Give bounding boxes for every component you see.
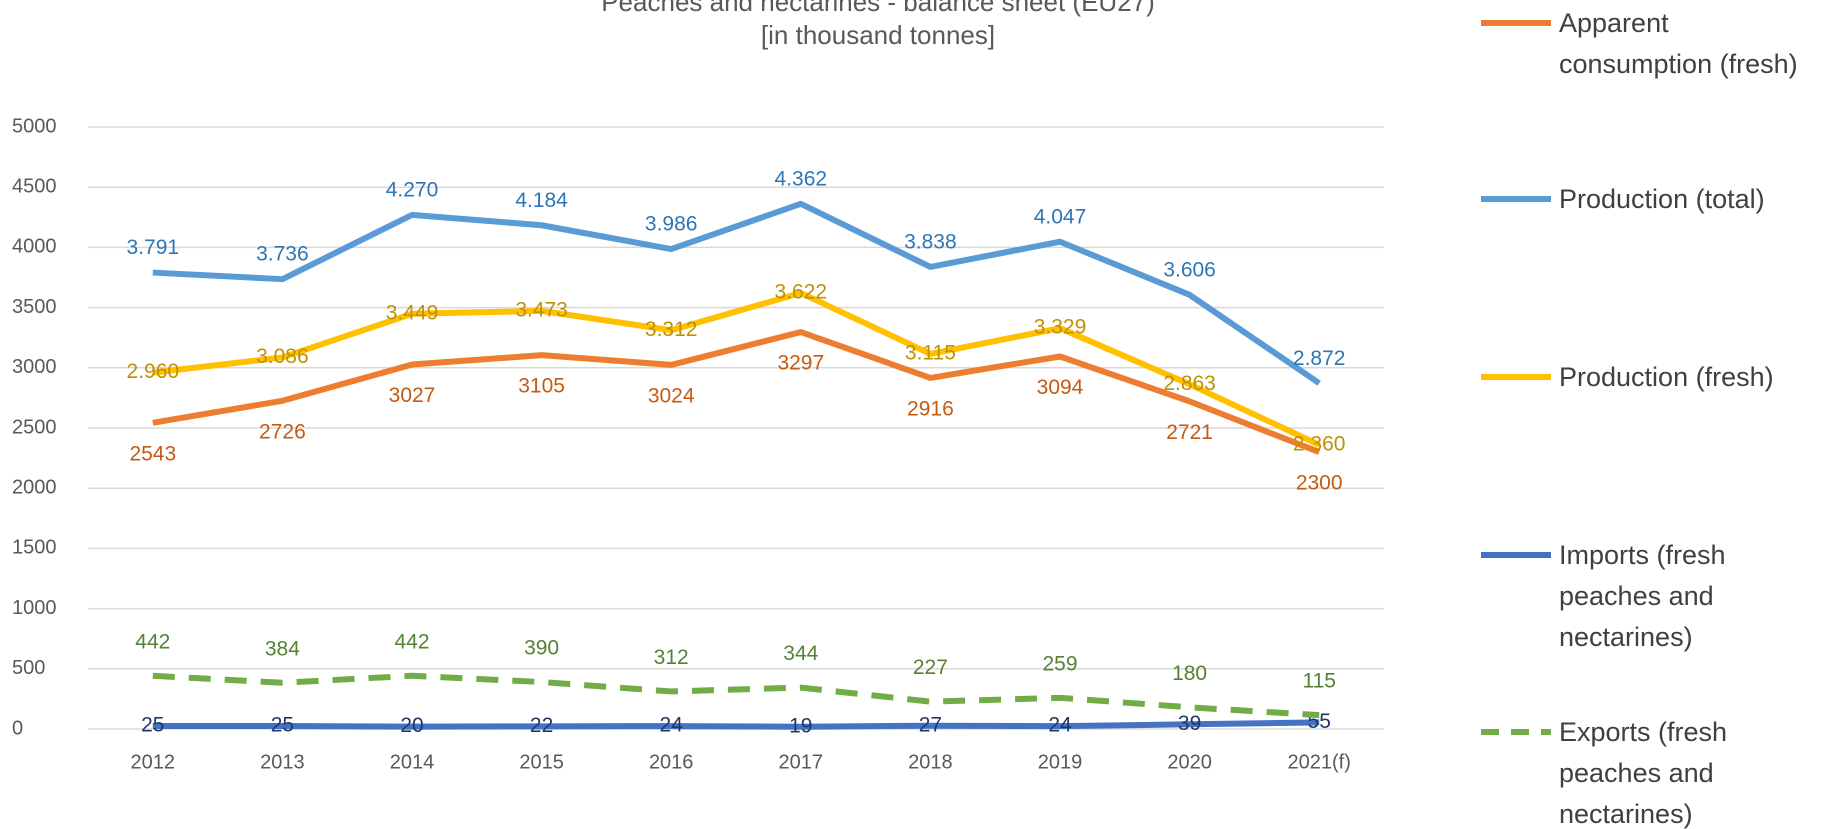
data-label: 24: [660, 714, 684, 737]
data-label: 4.184: [515, 189, 568, 212]
y-tick-label: 1500: [12, 537, 57, 559]
data-label: 3.622: [775, 280, 828, 303]
y-tick-label: 2000: [12, 476, 57, 498]
data-label: 3.791: [127, 236, 180, 259]
data-label: 115: [1302, 670, 1335, 693]
data-label: 4.047: [1034, 205, 1087, 228]
data-label: 312: [654, 646, 689, 669]
chart-subtitle: [in thousand tonnes]: [761, 20, 995, 50]
y-tick-label: 2500: [12, 416, 57, 438]
data-label: 22: [530, 714, 553, 737]
data-label: 3.736: [256, 243, 309, 266]
data-label: 3105: [518, 375, 565, 398]
y-tick-label: 1000: [12, 597, 57, 619]
legend-label: Production (total): [1559, 184, 1765, 214]
x-tick-label: 2017: [779, 751, 824, 773]
y-tick-label: 500: [12, 657, 45, 679]
y-tick-label: 4000: [12, 236, 57, 258]
legend-label: Apparent consumption (fresh): [1559, 8, 1798, 79]
x-tick-label: 2014: [390, 751, 435, 773]
data-label: 39: [1178, 712, 1201, 735]
y-tick-label: 3500: [12, 296, 57, 318]
data-label: 259: [1042, 652, 1077, 675]
x-tick-label: 2013: [260, 751, 305, 773]
y-tick-label: 5000: [12, 115, 57, 137]
data-label: 24: [1048, 714, 1072, 737]
data-label: 25: [271, 714, 294, 737]
data-label: 3297: [777, 352, 824, 375]
data-label: 3094: [1037, 376, 1084, 399]
y-tick-label: 3000: [12, 356, 57, 378]
data-label: 3.086: [256, 345, 309, 368]
series-line: [152, 672, 1320, 719]
data-label: 227: [913, 656, 948, 679]
data-label: 3027: [389, 384, 436, 407]
series-line: [152, 289, 1321, 448]
data-label: 2543: [129, 442, 176, 465]
data-label: 3.329: [1034, 316, 1087, 339]
data-label: 3.986: [645, 213, 698, 236]
legend-label: Imports (fresh peaches and nectarines): [1559, 540, 1726, 652]
data-label: 20: [400, 714, 423, 737]
data-label: 2.360: [1293, 432, 1346, 455]
legend-label: Exports (fresh peaches and nectarines): [1559, 717, 1728, 829]
data-label: 3.838: [904, 230, 957, 253]
data-label: 4.362: [775, 167, 828, 190]
data-label: 180: [1172, 662, 1207, 685]
x-tick-label: 2016: [649, 751, 694, 773]
data-label: 4.270: [386, 178, 439, 201]
data-label: 3.312: [645, 318, 698, 341]
x-tick-label: 2019: [1038, 751, 1083, 773]
data-label: 2721: [1166, 421, 1213, 444]
y-tick-label: 4500: [12, 175, 57, 197]
legend-label: Production (fresh): [1559, 362, 1774, 392]
data-label: 2.872: [1293, 347, 1346, 370]
series-line: [152, 200, 1321, 386]
x-tick-label: 2020: [1167, 751, 1212, 773]
data-label: 3024: [648, 384, 695, 407]
data-label: 25: [141, 714, 164, 737]
y-tick-label: 0: [12, 717, 23, 739]
data-label: 2726: [259, 420, 306, 443]
data-label: 2300: [1296, 472, 1343, 495]
series-line: [152, 329, 1321, 455]
data-label: 2.863: [1163, 372, 1216, 395]
data-label: 442: [135, 630, 170, 653]
data-label: 2.960: [127, 360, 180, 383]
x-tick-label: 2015: [519, 751, 564, 773]
data-label: 3.473: [515, 298, 568, 321]
data-label: 27: [919, 713, 942, 736]
data-label: 3.449: [386, 301, 439, 324]
data-label: 442: [394, 630, 429, 653]
x-tick-label: 2018: [908, 751, 953, 773]
data-label: 3.115: [905, 342, 956, 365]
data-label: 390: [524, 637, 559, 660]
x-tick-label: 2012: [131, 751, 176, 773]
series-line: [152, 719, 1320, 730]
data-label: 3.606: [1163, 258, 1216, 281]
x-tick-label: 2021(f): [1288, 751, 1351, 773]
chart-title: Peaches and nectarines - balance sheet (…: [601, 0, 1155, 17]
data-label: 344: [783, 642, 818, 665]
data-label: 384: [265, 637, 300, 660]
data-label: 19: [789, 714, 812, 737]
data-label: 2916: [907, 397, 954, 420]
